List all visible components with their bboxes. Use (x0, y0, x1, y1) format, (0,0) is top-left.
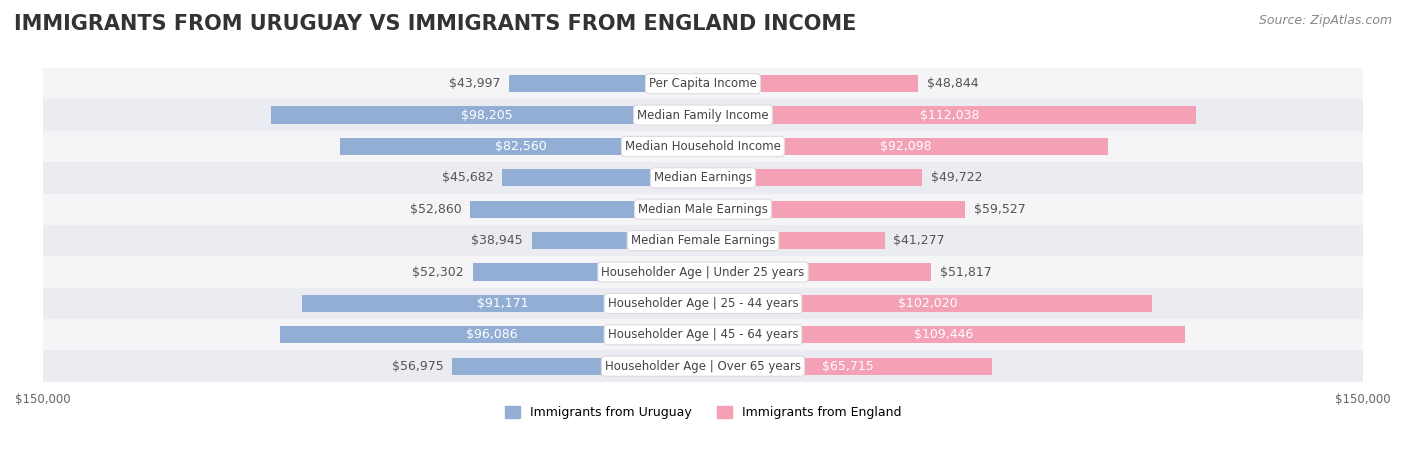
Text: $56,975: $56,975 (392, 360, 443, 373)
Text: $52,302: $52,302 (412, 266, 464, 278)
Bar (42, 288, 1364, 319)
Bar (280, 326, 703, 343)
Bar (703, 201, 965, 218)
Text: Median Earnings: Median Earnings (654, 171, 752, 184)
Bar (531, 232, 703, 249)
Text: Householder Age | Under 25 years: Householder Age | Under 25 years (602, 266, 804, 278)
Bar (340, 138, 703, 155)
Bar (703, 326, 1185, 343)
Text: Median Female Earnings: Median Female Earnings (631, 234, 775, 247)
Text: $49,722: $49,722 (931, 171, 983, 184)
Text: $82,560: $82,560 (495, 140, 547, 153)
Text: $41,277: $41,277 (893, 234, 945, 247)
Bar (472, 263, 703, 281)
Bar (302, 295, 703, 312)
Bar (42, 225, 1364, 256)
Text: $92,098: $92,098 (880, 140, 932, 153)
Text: $102,020: $102,020 (897, 297, 957, 310)
Text: $48,844: $48,844 (927, 77, 979, 90)
Bar (703, 358, 993, 375)
Bar (42, 351, 1364, 382)
Bar (502, 169, 703, 186)
Text: $96,086: $96,086 (465, 328, 517, 341)
Text: $65,715: $65,715 (821, 360, 873, 373)
Text: $59,527: $59,527 (974, 203, 1025, 216)
Text: IMMIGRANTS FROM URUGUAY VS IMMIGRANTS FROM ENGLAND INCOME: IMMIGRANTS FROM URUGUAY VS IMMIGRANTS FR… (14, 14, 856, 34)
Text: $45,682: $45,682 (441, 171, 494, 184)
Text: Source: ZipAtlas.com: Source: ZipAtlas.com (1258, 14, 1392, 27)
Bar (471, 201, 703, 218)
Bar (703, 295, 1152, 312)
Text: Householder Age | 45 - 64 years: Householder Age | 45 - 64 years (607, 328, 799, 341)
Text: Householder Age | 25 - 44 years: Householder Age | 25 - 44 years (607, 297, 799, 310)
Bar (703, 75, 918, 92)
Bar (42, 319, 1364, 351)
Bar (703, 232, 884, 249)
Bar (42, 131, 1364, 162)
Bar (703, 138, 1108, 155)
Bar (42, 68, 1364, 99)
Legend: Immigrants from Uruguay, Immigrants from England: Immigrants from Uruguay, Immigrants from… (501, 401, 905, 425)
Text: Per Capita Income: Per Capita Income (650, 77, 756, 90)
Text: $91,171: $91,171 (477, 297, 529, 310)
Bar (703, 169, 922, 186)
Text: $43,997: $43,997 (449, 77, 501, 90)
Bar (703, 263, 931, 281)
Bar (509, 75, 703, 92)
Text: $38,945: $38,945 (471, 234, 523, 247)
Bar (42, 256, 1364, 288)
Bar (271, 106, 703, 124)
Bar (703, 106, 1197, 124)
Text: $112,038: $112,038 (920, 108, 980, 121)
Text: Median Household Income: Median Household Income (626, 140, 780, 153)
Text: $98,205: $98,205 (461, 108, 513, 121)
Text: $51,817: $51,817 (939, 266, 991, 278)
Bar (42, 162, 1364, 193)
Text: Median Male Earnings: Median Male Earnings (638, 203, 768, 216)
Text: Median Family Income: Median Family Income (637, 108, 769, 121)
Bar (42, 193, 1364, 225)
Text: Householder Age | Over 65 years: Householder Age | Over 65 years (605, 360, 801, 373)
Text: $52,860: $52,860 (409, 203, 461, 216)
Bar (42, 99, 1364, 131)
Bar (453, 358, 703, 375)
Text: $109,446: $109,446 (914, 328, 973, 341)
